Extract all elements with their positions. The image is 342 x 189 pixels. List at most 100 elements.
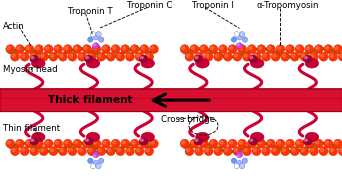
Ellipse shape bbox=[242, 37, 248, 42]
Ellipse shape bbox=[244, 54, 247, 57]
Ellipse shape bbox=[113, 46, 116, 50]
Ellipse shape bbox=[151, 46, 154, 50]
Ellipse shape bbox=[231, 37, 237, 42]
Ellipse shape bbox=[228, 45, 237, 54]
Ellipse shape bbox=[304, 139, 307, 141]
Ellipse shape bbox=[282, 149, 286, 152]
Ellipse shape bbox=[281, 147, 290, 156]
Ellipse shape bbox=[333, 139, 342, 148]
Ellipse shape bbox=[15, 139, 24, 148]
Ellipse shape bbox=[118, 149, 121, 152]
Ellipse shape bbox=[238, 139, 247, 148]
Ellipse shape bbox=[141, 132, 155, 142]
Ellipse shape bbox=[237, 35, 242, 40]
Ellipse shape bbox=[41, 149, 44, 152]
Ellipse shape bbox=[75, 141, 78, 144]
Ellipse shape bbox=[8, 46, 11, 50]
Ellipse shape bbox=[31, 139, 34, 141]
Ellipse shape bbox=[290, 147, 299, 156]
Ellipse shape bbox=[214, 52, 223, 61]
Ellipse shape bbox=[228, 139, 237, 148]
Text: Cross bridge: Cross bridge bbox=[161, 115, 215, 124]
Ellipse shape bbox=[88, 37, 93, 42]
Ellipse shape bbox=[305, 59, 319, 68]
Ellipse shape bbox=[90, 163, 96, 169]
Ellipse shape bbox=[111, 45, 120, 54]
Ellipse shape bbox=[249, 141, 252, 144]
Ellipse shape bbox=[273, 149, 276, 152]
Ellipse shape bbox=[88, 158, 93, 163]
Ellipse shape bbox=[54, 139, 63, 148]
Ellipse shape bbox=[22, 149, 25, 152]
Ellipse shape bbox=[196, 149, 199, 152]
Ellipse shape bbox=[79, 54, 82, 57]
Ellipse shape bbox=[12, 54, 15, 57]
Ellipse shape bbox=[195, 139, 198, 141]
Ellipse shape bbox=[140, 138, 148, 145]
Ellipse shape bbox=[196, 132, 209, 142]
Ellipse shape bbox=[98, 149, 102, 152]
Ellipse shape bbox=[25, 139, 34, 148]
Ellipse shape bbox=[195, 57, 198, 59]
Ellipse shape bbox=[292, 149, 295, 152]
Ellipse shape bbox=[86, 57, 89, 59]
Ellipse shape bbox=[30, 52, 39, 61]
Ellipse shape bbox=[75, 46, 78, 50]
Ellipse shape bbox=[329, 52, 338, 61]
Ellipse shape bbox=[306, 141, 310, 144]
Ellipse shape bbox=[96, 163, 101, 169]
Ellipse shape bbox=[17, 46, 20, 50]
Ellipse shape bbox=[98, 158, 104, 163]
Text: α-Tropomyosin: α-Tropomyosin bbox=[256, 1, 319, 10]
Ellipse shape bbox=[230, 46, 233, 50]
Ellipse shape bbox=[36, 46, 39, 50]
Ellipse shape bbox=[31, 57, 34, 59]
Ellipse shape bbox=[196, 54, 199, 57]
Ellipse shape bbox=[250, 57, 253, 59]
Ellipse shape bbox=[236, 151, 242, 158]
Ellipse shape bbox=[219, 45, 227, 54]
Ellipse shape bbox=[250, 59, 264, 68]
Ellipse shape bbox=[262, 52, 271, 61]
Ellipse shape bbox=[195, 52, 203, 61]
Ellipse shape bbox=[187, 54, 190, 57]
Ellipse shape bbox=[223, 147, 232, 156]
Ellipse shape bbox=[268, 46, 271, 50]
Ellipse shape bbox=[278, 46, 281, 50]
Ellipse shape bbox=[304, 57, 307, 59]
Text: Troponin C: Troponin C bbox=[127, 1, 172, 10]
Ellipse shape bbox=[97, 52, 106, 61]
Ellipse shape bbox=[333, 45, 342, 54]
Ellipse shape bbox=[51, 149, 54, 152]
Ellipse shape bbox=[310, 52, 318, 61]
Ellipse shape bbox=[211, 141, 214, 144]
Ellipse shape bbox=[87, 52, 96, 61]
Ellipse shape bbox=[239, 32, 245, 37]
Ellipse shape bbox=[195, 147, 203, 156]
Ellipse shape bbox=[116, 52, 125, 61]
Ellipse shape bbox=[30, 138, 38, 145]
Ellipse shape bbox=[311, 54, 314, 57]
Ellipse shape bbox=[146, 149, 149, 152]
Ellipse shape bbox=[68, 147, 77, 156]
Ellipse shape bbox=[17, 141, 20, 144]
Ellipse shape bbox=[142, 141, 145, 144]
Ellipse shape bbox=[86, 139, 89, 141]
Ellipse shape bbox=[93, 151, 99, 158]
Ellipse shape bbox=[103, 141, 106, 144]
Ellipse shape bbox=[302, 54, 305, 57]
Ellipse shape bbox=[247, 45, 256, 54]
Ellipse shape bbox=[180, 139, 189, 148]
Ellipse shape bbox=[149, 139, 158, 148]
Ellipse shape bbox=[239, 141, 242, 144]
Ellipse shape bbox=[319, 147, 328, 156]
Ellipse shape bbox=[11, 52, 19, 61]
Text: Troponin I: Troponin I bbox=[192, 1, 233, 10]
Ellipse shape bbox=[310, 147, 318, 156]
Ellipse shape bbox=[118, 54, 121, 57]
Ellipse shape bbox=[126, 52, 134, 61]
Ellipse shape bbox=[242, 158, 248, 163]
Ellipse shape bbox=[268, 141, 271, 144]
Ellipse shape bbox=[106, 52, 115, 61]
Ellipse shape bbox=[49, 147, 58, 156]
